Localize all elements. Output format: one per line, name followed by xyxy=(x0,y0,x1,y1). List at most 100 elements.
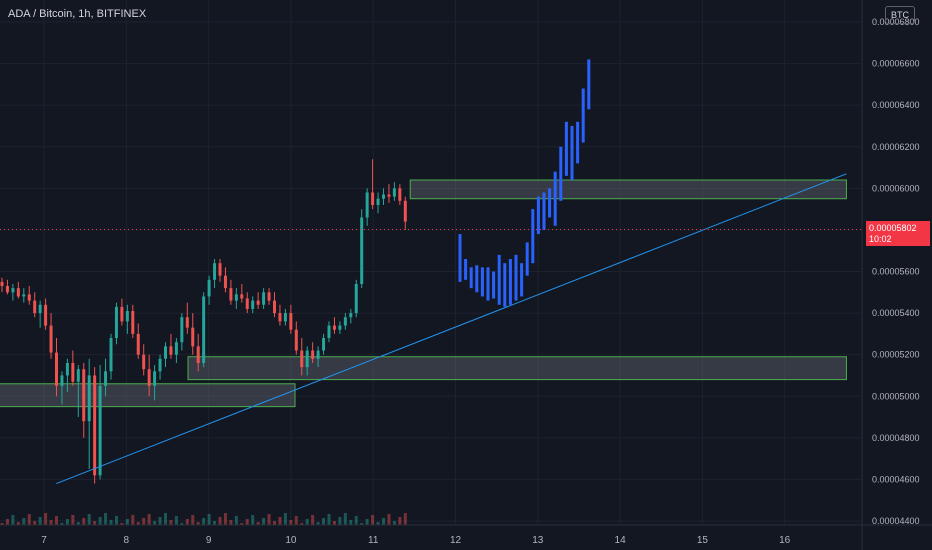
y-tick-label: 0.00004800 xyxy=(872,433,920,443)
volume-bar xyxy=(294,516,298,525)
candle-body xyxy=(109,338,113,372)
support-resistance-zones[interactable] xyxy=(0,179,847,408)
candle-body xyxy=(65,362,69,376)
candle-body xyxy=(125,311,129,322)
zone-rectangle[interactable] xyxy=(187,356,847,381)
volume-bar xyxy=(311,515,315,525)
volume-bar xyxy=(278,517,282,525)
y-tick-label: 0.00005000 xyxy=(872,391,920,401)
volume-bar xyxy=(300,523,304,525)
candle-body xyxy=(136,333,140,355)
volume-bar xyxy=(185,519,189,525)
zone-rectangle[interactable] xyxy=(0,383,296,408)
chart-title: ADA / Bitcoin, 1h, BITFINEX xyxy=(8,8,147,20)
projection-bar xyxy=(576,121,580,164)
volume-bar xyxy=(376,522,380,525)
candle-body xyxy=(262,292,266,305)
candle-body xyxy=(349,313,353,318)
volume-bar xyxy=(365,519,369,525)
candle-body xyxy=(114,306,118,339)
overlay-lines[interactable] xyxy=(0,173,862,485)
volume-bar xyxy=(338,517,342,525)
y-tick-label: 0.00006400 xyxy=(872,100,920,110)
x-tick-label: 7 xyxy=(41,535,47,546)
candle-body xyxy=(33,300,37,314)
y-tick-label: 0.00005200 xyxy=(872,350,920,360)
candle-body xyxy=(180,317,184,343)
projection-bar xyxy=(525,242,529,276)
candle-body xyxy=(55,352,58,386)
volume-bar xyxy=(98,517,102,525)
volume-bar xyxy=(202,518,206,525)
volume-bar xyxy=(11,515,15,525)
volume-bar xyxy=(267,514,271,525)
projection-bar xyxy=(542,192,546,230)
projection-bar xyxy=(492,271,496,299)
volume-bar xyxy=(109,520,113,525)
volume-bar xyxy=(213,521,217,525)
x-tick-label: 15 xyxy=(697,535,709,546)
projection-bars xyxy=(458,59,591,307)
zone-rectangle[interactable] xyxy=(409,179,847,200)
candle-body xyxy=(202,296,206,363)
volume-bar xyxy=(403,513,407,525)
candle-body xyxy=(16,288,20,297)
volume-bars xyxy=(0,513,407,525)
projection-bar xyxy=(475,265,479,293)
candle-body xyxy=(93,375,97,476)
volume-bar xyxy=(93,521,97,525)
volume-bar xyxy=(251,515,255,525)
volume-bar xyxy=(169,520,173,525)
volume-bar xyxy=(5,519,9,525)
trendline[interactable] xyxy=(56,173,847,485)
volume-bar xyxy=(234,516,238,525)
x-tick-label: 11 xyxy=(368,535,379,546)
volume-bar xyxy=(22,518,26,525)
candle-body xyxy=(174,342,178,355)
projection-bar xyxy=(520,263,524,297)
x-tick-label: 8 xyxy=(124,535,130,546)
volume-bar xyxy=(60,523,64,525)
candle-body xyxy=(0,281,4,287)
candle-body xyxy=(343,317,347,326)
x-tick-label: 9 xyxy=(206,535,212,546)
volume-bar xyxy=(125,519,129,525)
volume-bar xyxy=(38,517,42,525)
x-tick-label: 10 xyxy=(285,535,297,546)
y-tick-label: 0.00006000 xyxy=(872,183,920,193)
candle-body xyxy=(207,279,211,297)
bar-countdown: 10:02 xyxy=(869,234,892,244)
volume-bar xyxy=(76,522,80,525)
volume-bar xyxy=(44,513,48,525)
candle-body xyxy=(49,325,53,353)
candle-body xyxy=(278,313,282,322)
volume-bar xyxy=(49,520,53,525)
volume-bar xyxy=(322,518,326,525)
volume-bar xyxy=(196,522,200,525)
volume-bar xyxy=(191,515,195,525)
candle-body xyxy=(403,200,407,222)
projection-bar xyxy=(503,263,507,307)
volume-bar xyxy=(0,523,4,525)
candle-body xyxy=(191,327,195,347)
projection-bar xyxy=(531,209,535,264)
y-tick-label: 0.00005400 xyxy=(872,308,920,318)
candle-body xyxy=(27,294,31,301)
candle-body xyxy=(294,329,298,351)
candle-body xyxy=(251,300,255,309)
volume-bar xyxy=(289,520,293,525)
candle-body xyxy=(283,313,287,322)
candle-body xyxy=(289,313,293,330)
projection-bar xyxy=(581,88,585,143)
candle-body xyxy=(316,350,320,359)
volume-bar xyxy=(82,518,86,525)
currency-badge[interactable]: BTC xyxy=(885,6,915,24)
grid-lines xyxy=(0,0,862,525)
candle-body xyxy=(376,198,380,205)
candle-body xyxy=(185,317,189,328)
volume-bar xyxy=(218,517,222,525)
volume-bar xyxy=(245,519,249,525)
volume-bar xyxy=(174,516,178,525)
volume-bar xyxy=(256,522,260,525)
